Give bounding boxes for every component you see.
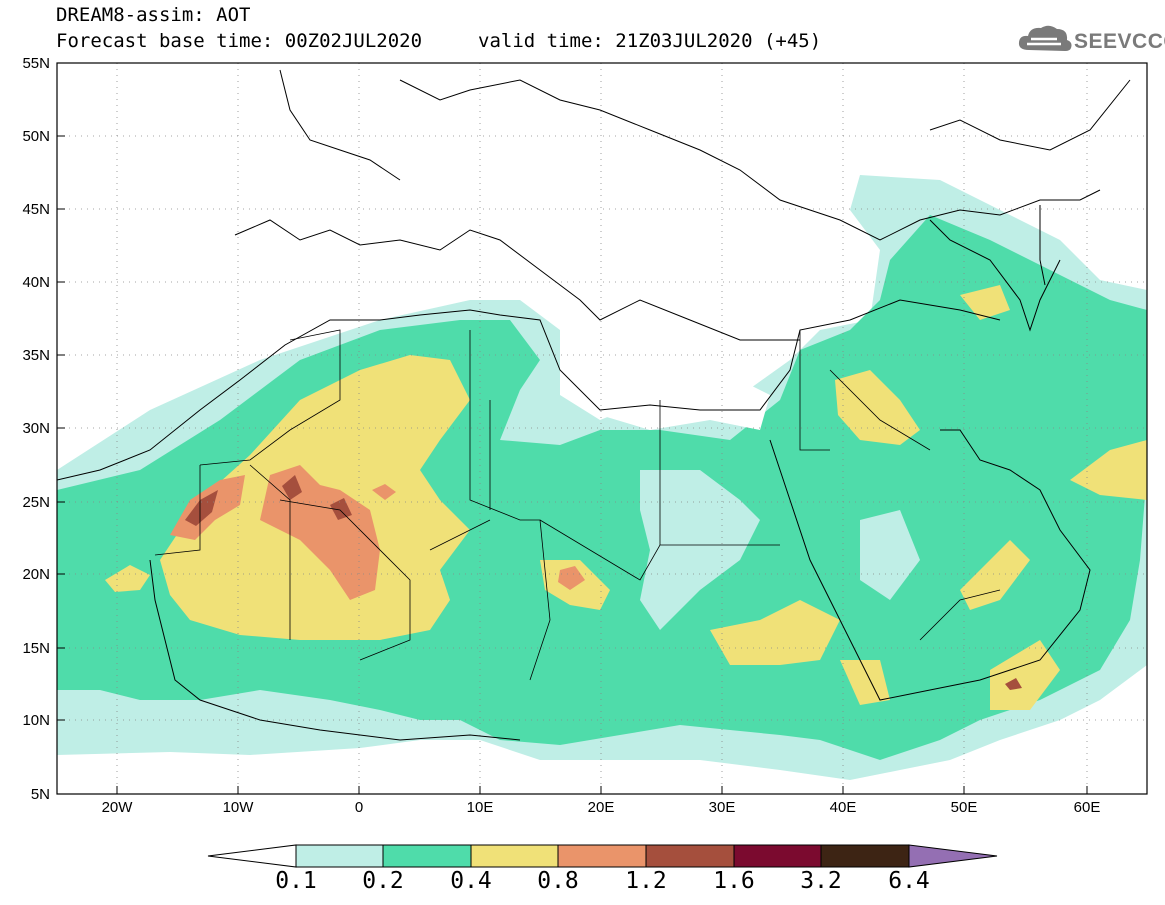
lon-label: 30E	[709, 799, 736, 816]
lat-label: 55N	[22, 55, 50, 72]
lon-label: 60E	[1074, 799, 1101, 816]
aot-field	[57, 175, 1147, 780]
aot-clear-patch-2	[860, 510, 920, 600]
axis-ticks	[57, 62, 1088, 794]
map-title: DREAM8-assim: AOT	[56, 4, 251, 26]
lat-label: 50N	[22, 128, 50, 145]
aot-band-04i	[960, 285, 1010, 320]
lon-label: 10W	[223, 799, 255, 816]
colorbar-label: 0.4	[450, 868, 492, 894]
aot-band-04e	[835, 370, 920, 445]
colorbar-label: 0.8	[537, 868, 579, 894]
lon-label: 40E	[830, 799, 857, 816]
valid-time: valid time: 21Z03JUL2020 (+45)	[478, 30, 822, 52]
lat-label: 20N	[22, 566, 50, 583]
logo-text: SEEVCCC	[1074, 30, 1165, 53]
lon-label: 10E	[467, 799, 494, 816]
forecast-base-time: Forecast base time: 00Z02JUL2020	[56, 30, 423, 52]
aot-band-04b	[105, 565, 150, 592]
lat-label: 35N	[22, 347, 50, 364]
aot-clear-patch-3	[560, 360, 770, 430]
colorbar-label: 1.6	[713, 868, 755, 894]
lat-label: 30N	[22, 420, 50, 437]
lat-label: 40N	[22, 274, 50, 291]
aot-band-04d	[710, 600, 840, 665]
lon-label: 20W	[102, 799, 134, 816]
aot-band-08d	[372, 484, 396, 500]
lon-label: 50E	[951, 799, 978, 816]
lon-labels: 20W 10W 0 10E 20E 30E 40E 50E 60E	[102, 799, 1101, 816]
lat-labels: 55N 50N 45N 40N 35N 30N 25N 20N 15N 10N …	[22, 55, 50, 803]
aot-clear-patch-1	[640, 470, 760, 630]
lat-label: 10N	[22, 712, 50, 729]
colorbar-label: 1.2	[625, 868, 667, 894]
aot-band-12c	[330, 498, 352, 520]
aot-band-12d	[1005, 678, 1022, 690]
colorbar-label: 6.4	[888, 868, 930, 894]
aot-band-12b	[282, 475, 302, 500]
lat-label: 45N	[22, 201, 50, 218]
colorbar-label: 0.1	[275, 868, 317, 894]
lat-label: 15N	[22, 640, 50, 657]
colorbar-label: 3.2	[800, 868, 842, 894]
colorbar-label: 0.2	[362, 868, 404, 894]
aot-band-08c	[558, 566, 585, 590]
borders	[154, 329, 1001, 681]
cloud-icon	[1018, 25, 1072, 51]
lat-label: 25N	[22, 494, 50, 511]
aot-band-12a	[185, 490, 218, 526]
aot-band-04f	[960, 540, 1030, 610]
lon-label: 0	[355, 799, 363, 816]
aot-band-04j	[840, 660, 890, 705]
aot-band-04h	[1070, 440, 1147, 500]
lon-label: 20E	[588, 799, 615, 816]
coastlines	[57, 69, 1131, 741]
lat-label: 5N	[31, 786, 50, 803]
